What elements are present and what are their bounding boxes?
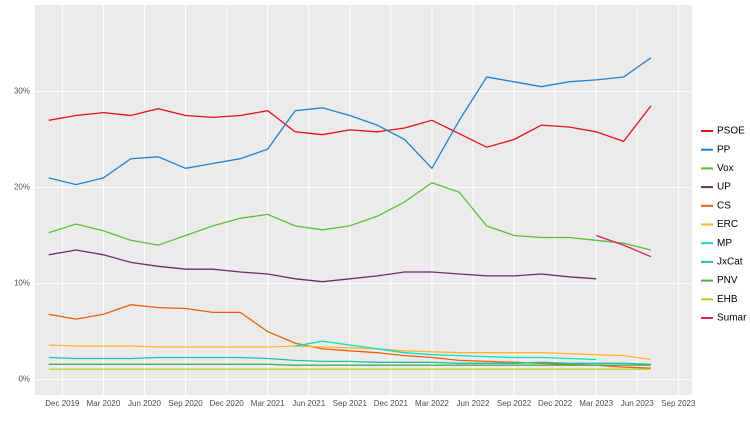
x-tick-label: Dec 2022 bbox=[538, 399, 573, 408]
trend-line bbox=[48, 57, 652, 186]
x-tick-label: Sep 2023 bbox=[661, 399, 696, 408]
x-tick-label: Dec 2020 bbox=[210, 399, 245, 408]
x-tick-label: Dec 2019 bbox=[45, 399, 80, 408]
x-tick-label: Jun 2023 bbox=[621, 399, 654, 408]
x-tick-label: Mar 2023 bbox=[579, 399, 613, 408]
y-tick-label: 30% bbox=[14, 87, 30, 96]
x-tick-label: Dec 2021 bbox=[374, 399, 409, 408]
legend-label: CS bbox=[717, 200, 731, 211]
trend-line bbox=[48, 105, 652, 148]
x-tick-label: Sep 2020 bbox=[168, 399, 203, 408]
legend-label: PSOE bbox=[717, 126, 745, 137]
legend-label: MP bbox=[717, 238, 732, 249]
x-tick-label: Sep 2021 bbox=[333, 399, 368, 408]
x-tick-label: Mar 2021 bbox=[251, 399, 285, 408]
trend-line bbox=[48, 181, 652, 251]
trend-line bbox=[48, 304, 651, 369]
x-tick-label: Mar 2020 bbox=[87, 399, 121, 408]
x-tick-label: Mar 2022 bbox=[415, 399, 449, 408]
legend-label: PNV bbox=[717, 275, 738, 286]
y-tick-label: 0% bbox=[18, 375, 30, 384]
legend-label: PP bbox=[717, 144, 731, 155]
trend-line bbox=[294, 340, 597, 361]
trend-line bbox=[48, 363, 651, 366]
x-tick-label: Jun 2020 bbox=[128, 399, 161, 408]
trend-line bbox=[48, 249, 597, 283]
trend-line bbox=[595, 234, 652, 258]
plot-panel bbox=[35, 5, 692, 395]
y-tick-label: 20% bbox=[14, 183, 30, 192]
legend-label: ERC bbox=[717, 219, 738, 230]
x-tick-label: Sep 2022 bbox=[497, 399, 532, 408]
y-tick-label: 10% bbox=[14, 279, 30, 288]
legend-label: JxCat bbox=[717, 257, 743, 268]
x-tick-label: Jun 2021 bbox=[292, 399, 325, 408]
legend-label: Vox bbox=[717, 163, 734, 174]
legend-label: Sumar bbox=[717, 313, 747, 324]
x-tick-label: Jun 2022 bbox=[457, 399, 490, 408]
trend-line bbox=[48, 356, 651, 365]
trend-line bbox=[48, 344, 651, 361]
legend-label: EHB bbox=[717, 294, 738, 305]
legend-label: UP bbox=[717, 182, 731, 193]
